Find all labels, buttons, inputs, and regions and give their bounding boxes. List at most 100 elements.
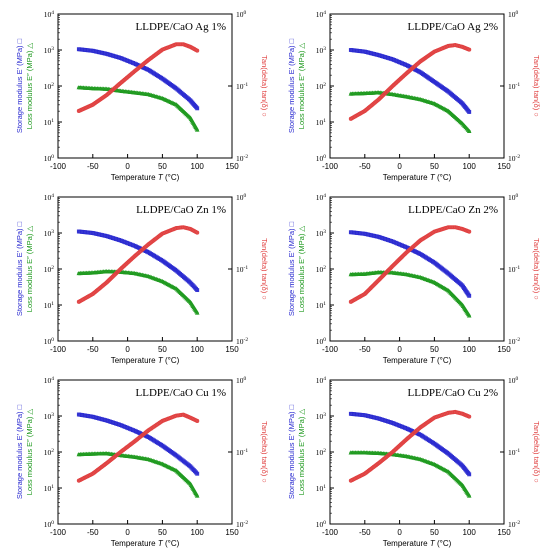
data-point-circle	[374, 280, 379, 285]
y-left-label-storage: Storage modulus E′ (MPa) □	[15, 221, 24, 316]
data-point-circle	[401, 74, 406, 79]
data-point-circle	[388, 86, 393, 91]
y-right-tick-label: 100	[508, 376, 519, 385]
y-right-tick-exp: -2	[516, 520, 521, 526]
x-axis-label-unit: (°C)	[435, 173, 452, 182]
data-point-circle	[395, 259, 400, 264]
y-left-label-loss: Loss modulus E″ (MPa) △	[25, 408, 34, 496]
y-left-tick-base: 10	[316, 412, 324, 421]
dma-chart-panel: -100 -50 0 50 100 150 100 101 102 103 104 10-2 10-1 1…	[272, 183, 544, 366]
y-right-tick-base: 10	[236, 376, 244, 385]
data-point-triangle	[466, 128, 472, 133]
data-point-circle	[417, 239, 422, 244]
plot-frame	[57, 13, 233, 159]
x-axis-label-unit: (°C)	[435, 356, 452, 365]
data-point-square	[190, 466, 195, 471]
y-left-tick-label: 100	[316, 154, 327, 163]
y-right-tick-label: 10-2	[508, 520, 520, 529]
series-line-square	[349, 48, 471, 114]
x-tick-label: -50	[359, 528, 371, 537]
x-tick-label: 100	[191, 162, 205, 171]
x-tick-label: 50	[158, 162, 167, 171]
data-point-circle	[391, 262, 396, 267]
x-axis-label-prefix: Temperature	[383, 173, 430, 182]
y-left-tick-base: 10	[44, 118, 52, 127]
data-point-circle	[124, 261, 129, 266]
data-point-triangle	[194, 310, 200, 315]
y-left-tick-base: 10	[316, 265, 324, 274]
data-point-circle	[378, 275, 384, 280]
data-point-circle	[397, 257, 402, 262]
data-point-square	[189, 465, 194, 470]
plot-frame	[57, 196, 233, 342]
y-right-tick-label: 100	[508, 193, 519, 202]
data-point-circle	[109, 275, 114, 281]
y-right-tick-label: 10-1	[508, 265, 520, 274]
data-point-square	[461, 464, 466, 469]
y-left-tick-label: 102	[316, 448, 327, 457]
y-left-tick-label: 100	[44, 520, 55, 529]
y-right-tick-base: 10	[236, 193, 244, 202]
x-tick-label: 150	[497, 528, 511, 537]
x-axis-label: Temperature T (°C)	[111, 356, 180, 365]
chart-title: LLDPE/CaO Ag 1%	[136, 21, 226, 33]
data-point-circle	[384, 89, 389, 94]
data-point-square	[466, 471, 471, 476]
data-point-circle	[382, 272, 387, 277]
data-point-circle	[362, 291, 367, 297]
y-left-tick-base: 10	[44, 154, 52, 163]
y-left-tick-label: 103	[316, 46, 327, 55]
x-tick-label: -100	[322, 345, 339, 354]
chart-title: LLDPE/CaO Cu 1%	[136, 387, 226, 399]
y-left-tick-exp: 4	[51, 193, 54, 199]
y-left-tick-base: 10	[316, 118, 324, 127]
data-point-circle	[398, 442, 403, 447]
y-left-tick-exp: 2	[323, 265, 326, 271]
data-point-circle	[376, 97, 381, 102]
data-point-circle	[392, 447, 398, 452]
y-left-tick-base: 10	[44, 376, 52, 385]
data-point-circle	[122, 263, 127, 268]
y-right-tick-exp: -1	[244, 448, 249, 454]
y-right-tick-label: 10-1	[508, 448, 520, 457]
series-line-square	[77, 47, 199, 110]
y-left-tick-label: 100	[44, 154, 55, 163]
chart-title: LLDPE/CaO Cu 2%	[408, 387, 498, 399]
data-point-circle	[467, 47, 472, 52]
data-point-circle	[368, 286, 373, 291]
x-tick-label: -50	[87, 162, 99, 171]
y-left-tick-exp: 0	[51, 154, 54, 160]
y-right-tick-base: 10	[508, 10, 516, 19]
y-left-tick-label: 101	[316, 301, 327, 310]
data-point-square	[195, 106, 200, 111]
data-point-circle	[394, 80, 399, 85]
dma-chart-panel: -100 -50 0 50 100 150 100 101 102 103 104 10-2 10-1 1…	[272, 366, 544, 549]
y-right-tick-exp: 0	[516, 193, 519, 199]
y-right-tick-base: 10	[236, 337, 244, 346]
x-tick-label: 50	[158, 345, 167, 354]
y-left-tick-label: 104	[316, 10, 327, 19]
data-point-circle	[394, 260, 399, 265]
y-left-tick-exp: 0	[323, 337, 326, 343]
y-right-tick-exp: -1	[516, 265, 521, 271]
chart-title: LLDPE/CaO Zn 2%	[408, 204, 498, 216]
y-right-tick-exp: 0	[244, 10, 247, 16]
data-point-circle	[127, 258, 132, 263]
x-axis-label-unit: (°C)	[163, 539, 180, 548]
y-left-tick-base: 10	[316, 301, 324, 310]
x-axis-label-var: T	[430, 539, 436, 548]
y-right-tick-exp: -2	[244, 337, 249, 343]
x-tick-label: 50	[158, 528, 167, 537]
y-left-tick-exp: 2	[323, 448, 326, 454]
data-point-square	[463, 105, 468, 109]
y-left-tick-base: 10	[44, 82, 52, 91]
data-point-circle	[399, 254, 404, 259]
y-right-tick-base: 10	[508, 448, 516, 457]
data-point-circle	[110, 274, 115, 279]
data-point-square	[193, 104, 198, 108]
x-axis-label-var: T	[430, 356, 436, 365]
x-tick-label: -50	[87, 345, 99, 354]
data-point-circle	[387, 267, 392, 272]
data-point-square	[466, 108, 471, 113]
y-right-tick-base: 10	[236, 520, 244, 529]
